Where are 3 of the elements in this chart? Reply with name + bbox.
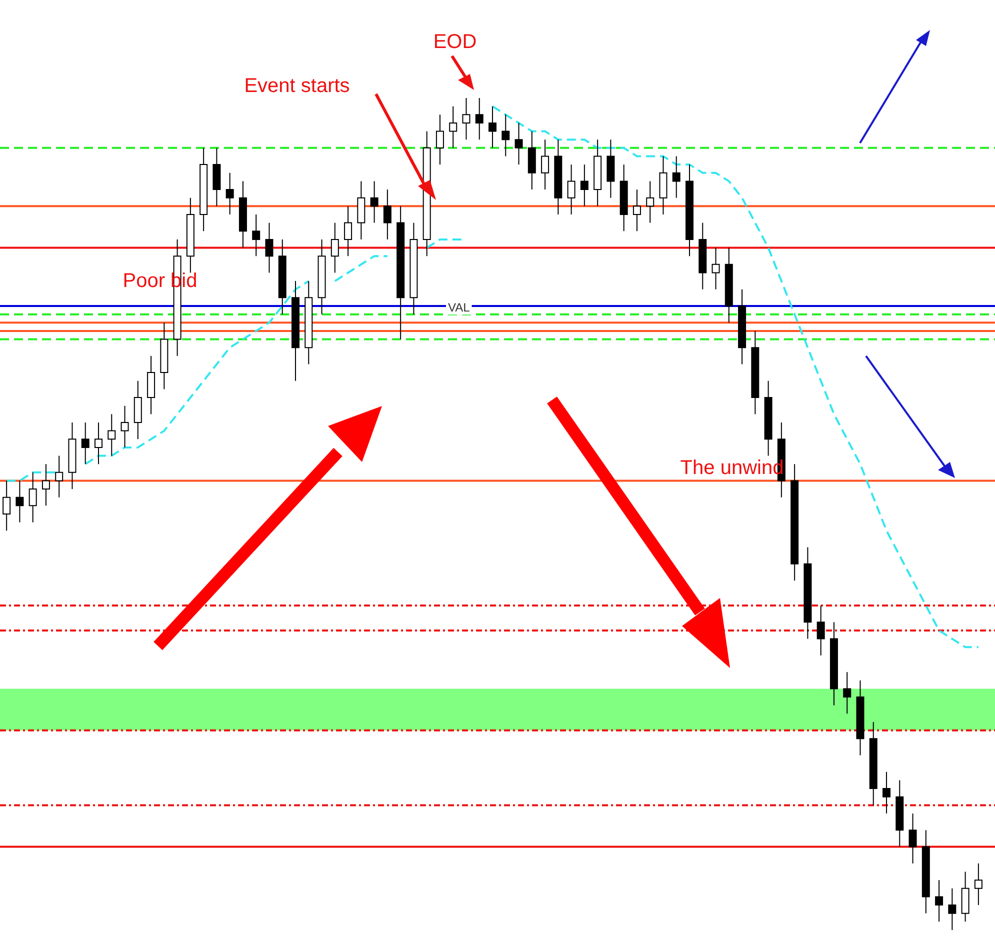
ref-line-label: VAL — [448, 300, 470, 315]
text: Event starts — [244, 75, 350, 97]
text: EOD — [433, 31, 477, 53]
